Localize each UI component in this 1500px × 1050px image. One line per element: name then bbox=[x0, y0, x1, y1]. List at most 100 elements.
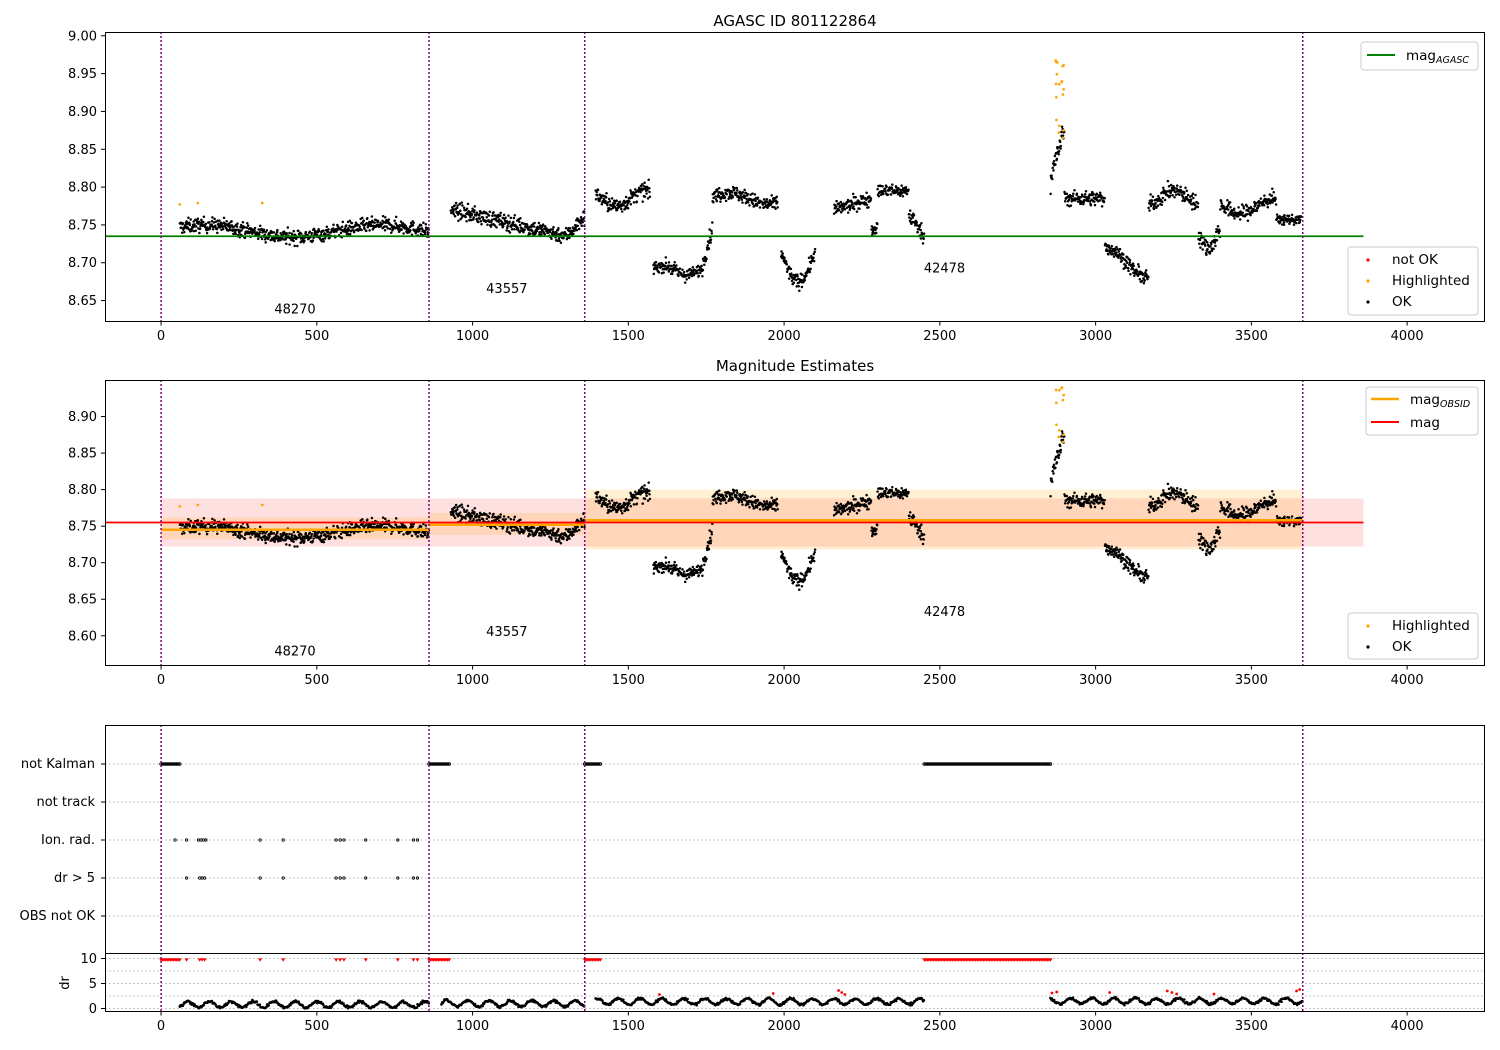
data-point-ok bbox=[1201, 248, 1204, 251]
data-point-ok bbox=[667, 261, 671, 264]
data-point-ok bbox=[807, 556, 811, 560]
data-point-ok bbox=[1245, 213, 1249, 216]
data-point-ok bbox=[1199, 231, 1203, 235]
data-point-ok bbox=[508, 220, 511, 224]
data-point-ok bbox=[1196, 202, 1200, 205]
data-point-ok bbox=[273, 540, 276, 544]
data-point-ok bbox=[626, 206, 630, 210]
data-point-ok bbox=[1129, 272, 1132, 276]
data-point-ok bbox=[743, 188, 746, 192]
data-point-highlighted bbox=[1060, 80, 1064, 84]
data-point-ok bbox=[727, 189, 731, 192]
data-point-highlighted bbox=[260, 201, 264, 205]
data-point-ok bbox=[1190, 208, 1194, 211]
data-point-ok bbox=[1256, 206, 1260, 210]
panel-agasc: AGASC ID 801122864 0 500 1000 1500 2000 2500 3… bbox=[68, 12, 1485, 344]
data-point-ok bbox=[562, 537, 565, 540]
data-point-ok bbox=[501, 224, 505, 228]
data-point-ok bbox=[709, 541, 712, 545]
data-point-ok bbox=[499, 211, 502, 215]
data-point-ok bbox=[465, 207, 469, 210]
data-point-ok bbox=[785, 262, 789, 266]
data-point-ok bbox=[312, 537, 315, 540]
y-tick-label: 8.85 bbox=[68, 143, 97, 158]
data-point-ok bbox=[1143, 279, 1146, 283]
data-point-ok bbox=[246, 224, 250, 227]
data-point-ok bbox=[812, 259, 816, 263]
data-point-ok bbox=[728, 195, 731, 199]
data-point-ok bbox=[852, 507, 855, 510]
data-point-ok bbox=[519, 217, 522, 220]
data-point-ok bbox=[181, 222, 185, 225]
data-point-ok bbox=[555, 231, 558, 235]
data-point-ok bbox=[402, 533, 405, 536]
data-point-ok bbox=[211, 216, 214, 219]
data-point-ok bbox=[505, 220, 509, 223]
data-point-ok bbox=[715, 199, 719, 203]
legend-label: not OK bbox=[1392, 252, 1439, 268]
data-point-ok bbox=[697, 274, 700, 278]
data-point-ok bbox=[460, 503, 464, 506]
data-point-ok bbox=[459, 217, 462, 221]
data-point-ok bbox=[253, 530, 256, 533]
data-point-ok bbox=[646, 189, 649, 192]
panel1-obsid-label: 43557 bbox=[486, 282, 527, 297]
data-point-ok bbox=[198, 227, 202, 231]
data-point-ok bbox=[492, 211, 495, 214]
data-point-ok bbox=[1057, 153, 1060, 156]
data-point-ok bbox=[808, 270, 812, 274]
data-point-ok bbox=[1255, 209, 1259, 212]
data-point-ok bbox=[1275, 213, 1279, 216]
data-point-ok bbox=[512, 529, 516, 532]
data-point-ok bbox=[908, 209, 912, 212]
data-point-ok bbox=[194, 530, 197, 533]
data-point-ok bbox=[1242, 207, 1246, 210]
data-point-ok bbox=[812, 556, 815, 560]
data-point-ok bbox=[642, 487, 645, 490]
data-point-ok bbox=[1250, 207, 1253, 210]
data-point-ok bbox=[762, 198, 766, 201]
data-point-ok bbox=[672, 263, 676, 267]
data-point-ok bbox=[1262, 204, 1266, 207]
data-point-ok bbox=[615, 501, 618, 504]
data-point-ok bbox=[758, 508, 762, 511]
data-point-ok bbox=[218, 219, 221, 222]
data-point-ok bbox=[1049, 494, 1052, 498]
data-point-ok bbox=[1103, 498, 1106, 502]
data-point-ok bbox=[1081, 195, 1084, 198]
data-point-ok bbox=[883, 187, 887, 191]
data-point-ok bbox=[771, 205, 774, 209]
data-point-ok bbox=[664, 556, 668, 559]
data-point-ok bbox=[602, 499, 606, 503]
data-point-ok bbox=[334, 536, 337, 540]
y-tick-label: 9.00 bbox=[68, 29, 97, 44]
data-point-ok bbox=[869, 197, 873, 200]
data-point-ok bbox=[1184, 186, 1187, 190]
data-point-ok bbox=[191, 226, 194, 229]
data-point-ok bbox=[296, 229, 300, 233]
data-point-ok bbox=[835, 205, 838, 208]
data-point-ok bbox=[478, 214, 481, 217]
data-point-ok bbox=[762, 500, 766, 503]
data-point-ok bbox=[1249, 213, 1252, 217]
data-point-ok bbox=[518, 223, 522, 227]
data-point-ok bbox=[370, 215, 374, 218]
data-point-ok bbox=[296, 244, 299, 248]
data-point-ok bbox=[746, 192, 749, 196]
data-point-ok bbox=[208, 227, 212, 230]
data-point-ok bbox=[1103, 196, 1106, 200]
data-point-ok bbox=[1135, 268, 1138, 271]
data-point-ok bbox=[790, 272, 793, 275]
data-point-ok bbox=[1258, 506, 1261, 510]
data-point-ok bbox=[809, 567, 812, 570]
data-point-highlighted bbox=[1061, 136, 1065, 140]
data-point-ok bbox=[784, 260, 788, 263]
data-point-ok bbox=[332, 524, 335, 528]
data-point-ok bbox=[645, 494, 648, 498]
data-point-ok bbox=[1265, 200, 1269, 204]
data-point-ok bbox=[240, 535, 244, 538]
data-point-ok bbox=[238, 532, 241, 535]
data-point-ok bbox=[358, 225, 361, 229]
data-point-ok bbox=[473, 209, 476, 212]
data-point-ok bbox=[1171, 496, 1174, 499]
